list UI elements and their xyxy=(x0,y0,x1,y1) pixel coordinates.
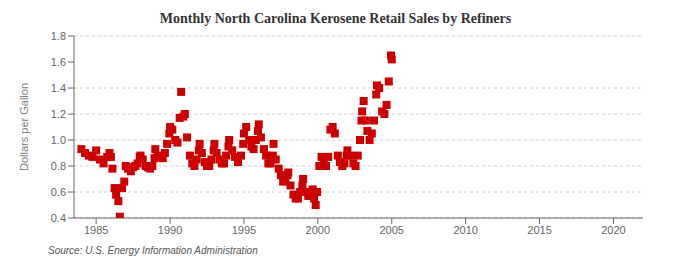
svg-text:2015: 2015 xyxy=(527,224,551,236)
svg-text:2010: 2010 xyxy=(453,224,477,236)
html-text:Source: U.S. Energy Informatio: Source: U.S. Energy Information Administ… xyxy=(48,245,258,256)
svg-text:1.0: 1.0 xyxy=(51,134,66,146)
svg-text:Dollars per Gallon: Dollars per Gallon xyxy=(18,83,30,171)
svg-text:2000: 2000 xyxy=(306,224,330,236)
svg-text:1.4: 1.4 xyxy=(51,82,66,94)
svg-text:1.2: 1.2 xyxy=(51,108,66,120)
svg-text:1990: 1990 xyxy=(158,224,182,236)
svg-text:2005: 2005 xyxy=(380,224,404,236)
html-text:Monthly North Carolina Kerosen: Monthly North Carolina Kerosene Retail S… xyxy=(159,11,512,26)
svg-text:0.6: 0.6 xyxy=(51,186,66,198)
svg-text:0.8: 0.8 xyxy=(51,160,66,172)
svg-text:1.8: 1.8 xyxy=(51,30,66,42)
svg-text:0.4: 0.4 xyxy=(51,212,66,224)
svg-text:1.6: 1.6 xyxy=(51,56,66,68)
svg-text:1985: 1985 xyxy=(84,224,108,236)
svg-text:1995: 1995 xyxy=(232,224,256,236)
svg-text:2020: 2020 xyxy=(601,224,625,236)
